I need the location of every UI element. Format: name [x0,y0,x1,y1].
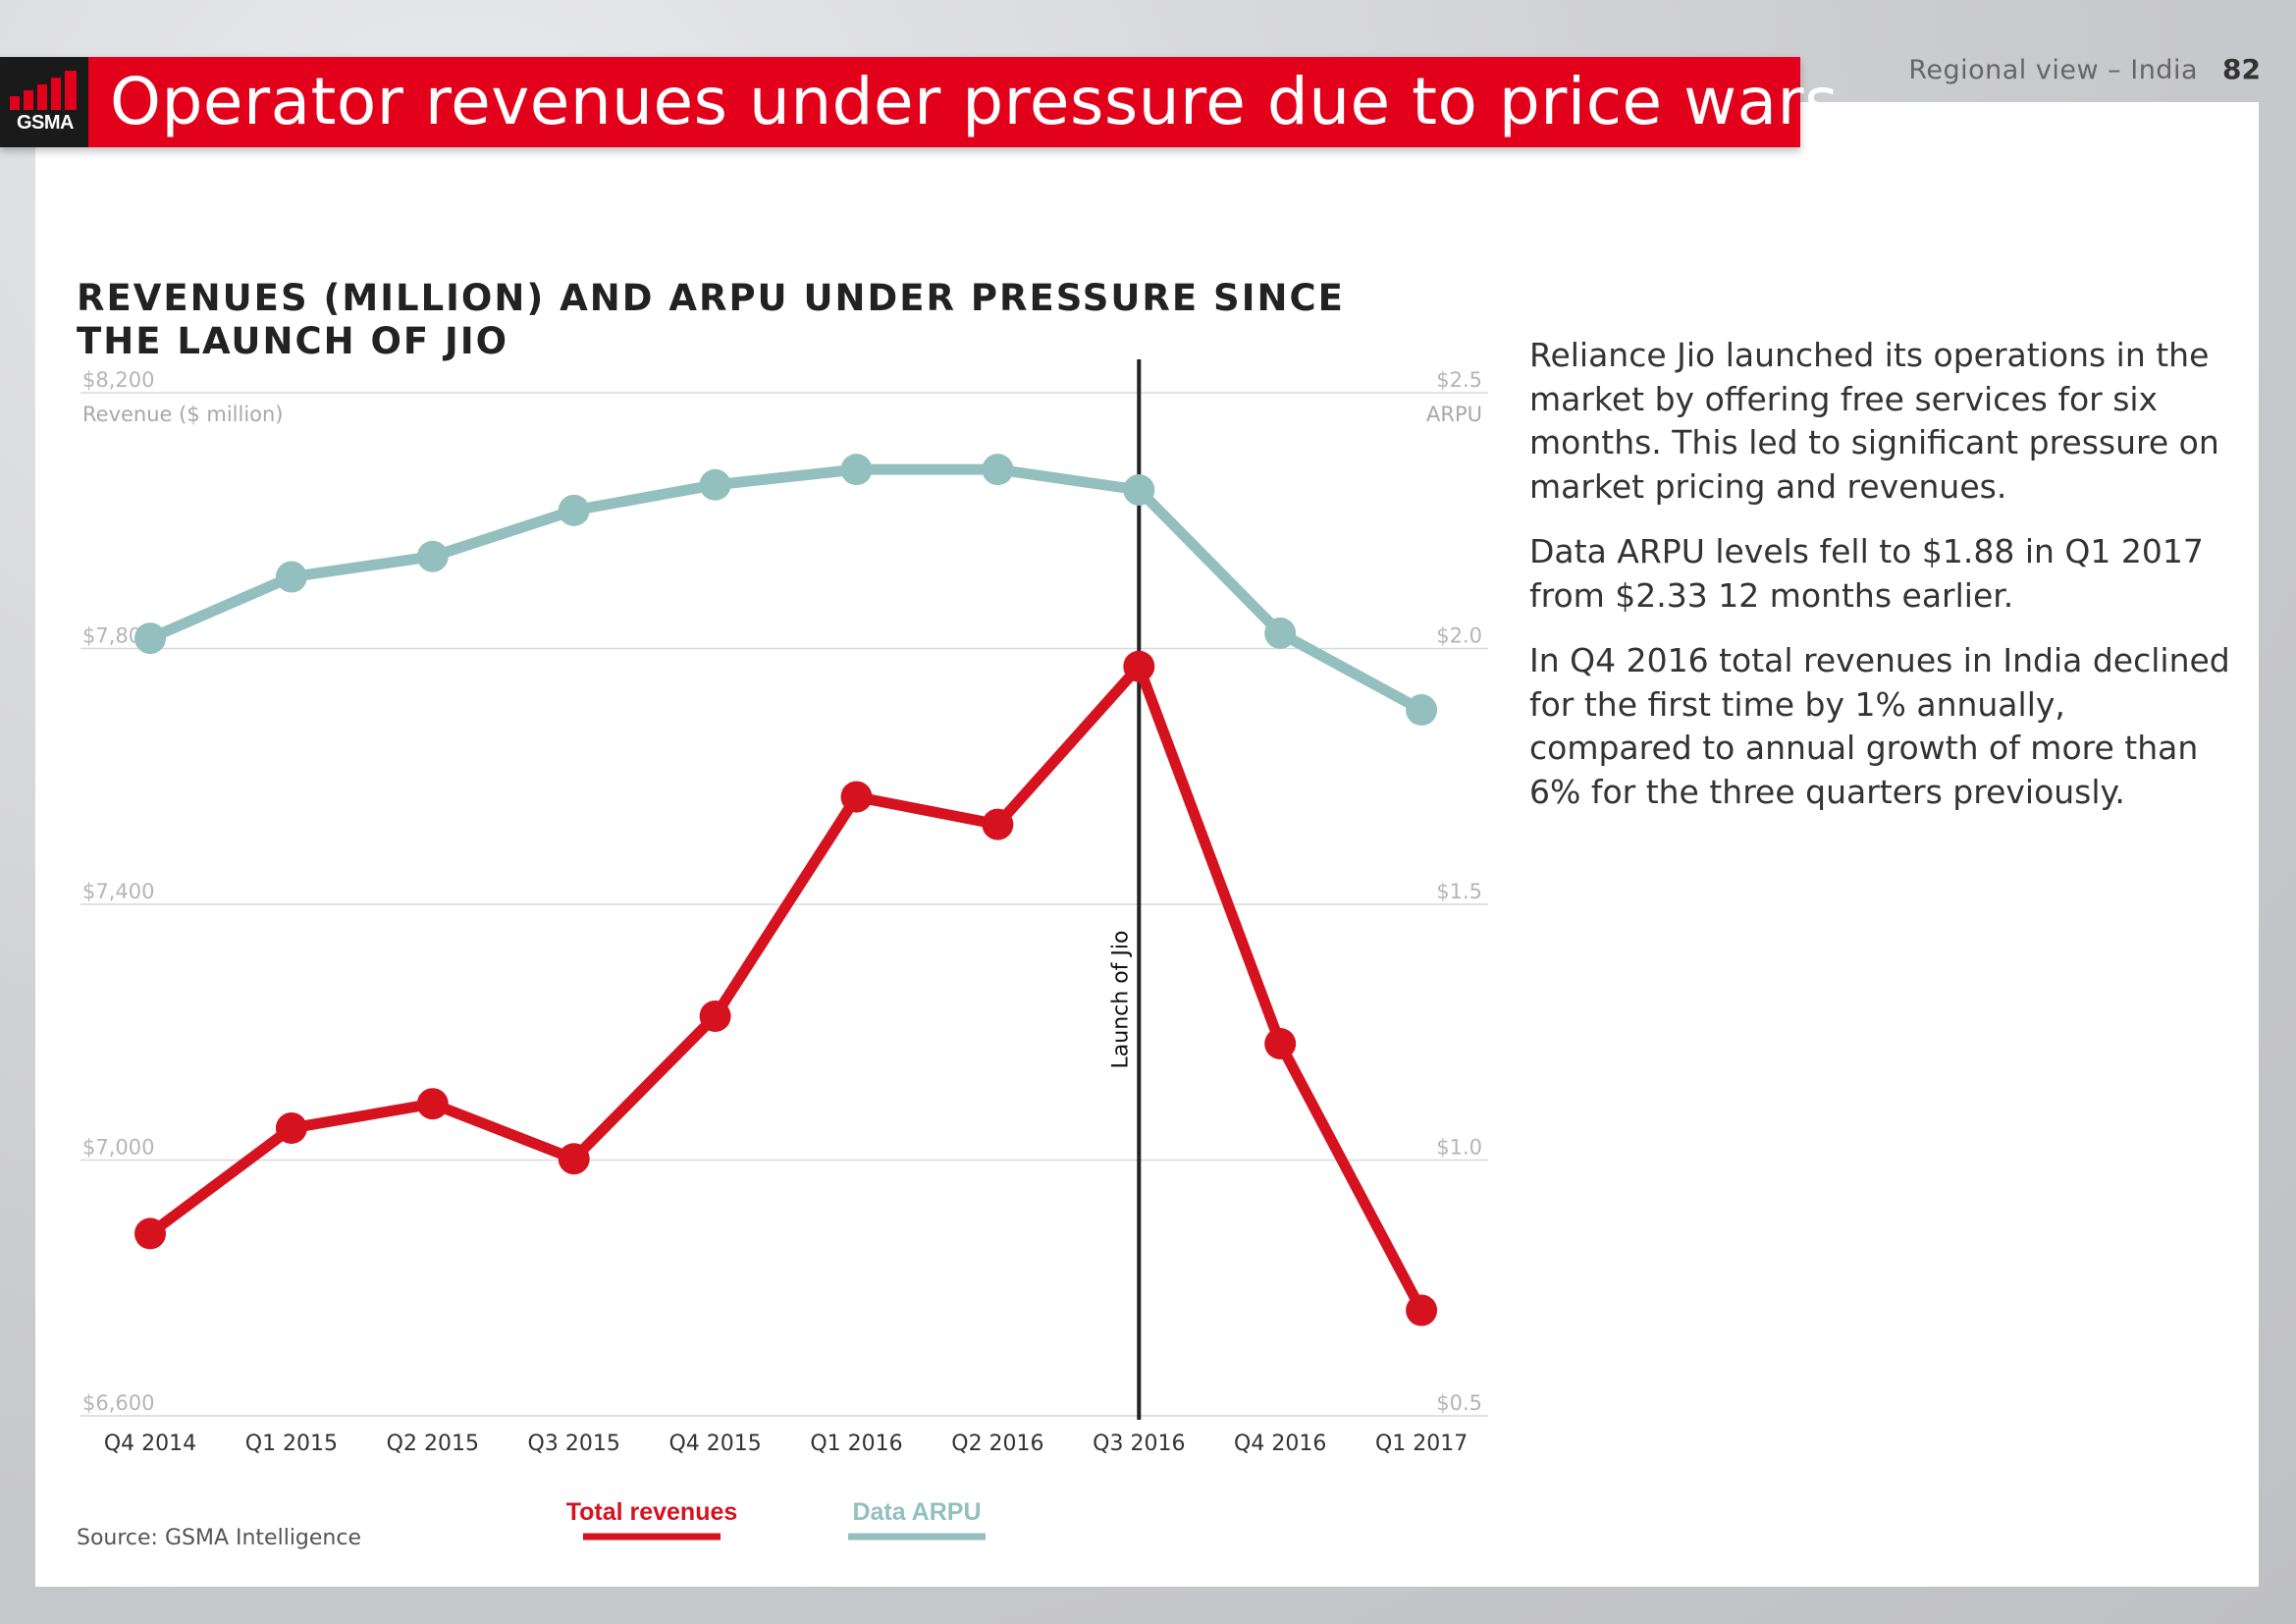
revenue-point [840,781,873,813]
commentary-paragraph-3: In Q4 2016 total revenues in India decli… [1529,641,2230,811]
x-tick-label: Q4 2014 [104,1432,196,1456]
arpu-point [1406,694,1438,727]
x-tick-label: Q3 2016 [1093,1432,1185,1456]
y-right-tick-label: $2.5 [1436,368,1482,392]
arpu-point [1264,617,1297,649]
arpu-point [275,561,307,593]
y-right-tick-label: $1.0 [1436,1136,1482,1160]
y-left-tick-label: $8,200 [82,368,154,392]
revenue-point [134,1218,166,1250]
commentary: Reliance Jio launched its operations in … [1529,334,2236,836]
y-right-axis-label: ARPU [1426,403,1482,426]
y-left-tick-label: $7,400 [82,880,154,903]
page-title: Operator revenues under pressure due to … [110,64,1840,139]
gsma-logo-bars-icon [10,71,77,110]
revenue-point [982,808,1014,840]
legend-data-arpu: Data ARPU [852,1498,981,1526]
revenue-point [699,1000,731,1032]
chart-title: REVENUES (MILLION) AND ARPU UNDER PRESSU… [77,277,1345,362]
revenue-point [1264,1027,1297,1059]
arpu-point [1123,473,1155,506]
arpu-point [699,468,731,501]
y-right-tick-label: $2.0 [1436,624,1482,648]
x-tick-label: Q3 2015 [528,1432,620,1456]
revenue-point [416,1088,449,1120]
page-number: 82 [2222,53,2261,85]
legend-total-revenues: Total revenues [566,1498,738,1526]
source-note: Source: GSMA Intelligence [77,1526,362,1550]
launch-marker-label: Launch of Jio [1108,931,1133,1069]
gsma-logo-text: GSMA [17,112,75,134]
commentary-paragraph-1: Reliance Jio launched its operations in … [1529,336,2219,506]
arpu-point [416,540,449,572]
x-tick-label: Q1 2016 [810,1432,902,1456]
y-left-axis-label: Revenue ($ million) [82,403,284,426]
revenue-point [1406,1294,1438,1326]
x-tick-label: Q4 2016 [1234,1432,1326,1456]
x-tick-label: Q2 2016 [951,1432,1043,1456]
gsma-logo: GSMA [0,57,88,147]
x-tick-label: Q1 2017 [1375,1432,1468,1456]
y-left-tick-label: $6,600 [82,1391,154,1415]
revenue-point [1123,650,1155,682]
arpu-point [134,623,166,655]
y-right-tick-label: $1.5 [1436,880,1482,903]
section-label: Regional view – India [1908,55,2198,85]
revenue-point [558,1143,590,1175]
arpu-point [982,454,1014,486]
y-right-tick-label: $0.5 [1436,1391,1482,1415]
arpu-line [144,463,1427,716]
commentary-paragraph-2: Data ARPU levels fell to $1.88 in Q1 201… [1529,532,2204,615]
title-bar [0,57,1800,147]
revenue-line [144,661,1427,1317]
arpu-point [558,494,590,526]
x-tick-label: Q1 2015 [245,1432,338,1456]
arpu-point [840,454,873,486]
x-tick-label: Q4 2015 [668,1432,761,1456]
x-tick-label: Q2 2015 [387,1432,479,1456]
y-left-tick-label: $7,000 [82,1136,154,1160]
revenue-point [275,1111,307,1144]
content-panel [35,102,2259,1587]
